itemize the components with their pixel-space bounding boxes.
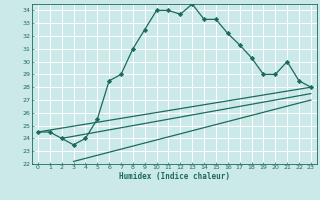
X-axis label: Humidex (Indice chaleur): Humidex (Indice chaleur) (119, 172, 230, 181)
